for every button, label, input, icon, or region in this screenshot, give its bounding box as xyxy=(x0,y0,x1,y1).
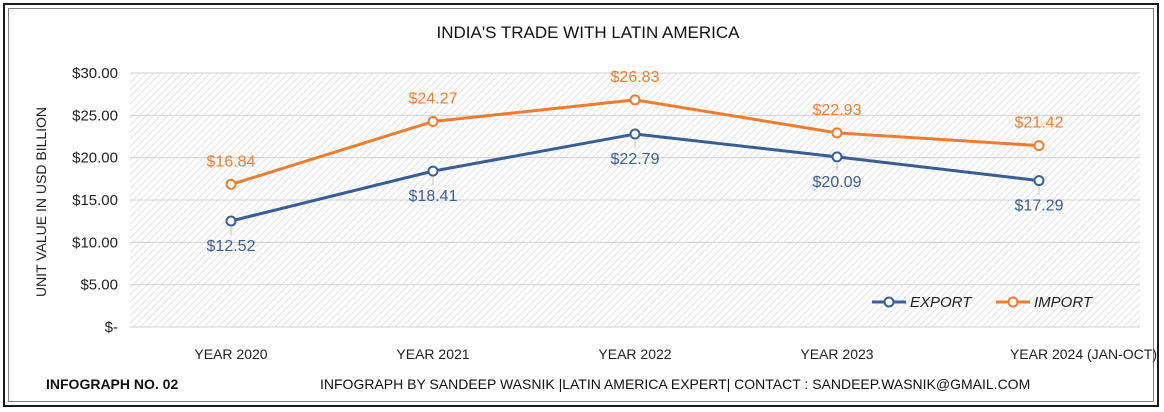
legend-marker-export xyxy=(883,296,895,308)
data-point-export xyxy=(225,215,237,227)
data-point-import xyxy=(225,178,237,190)
data-point-export xyxy=(831,151,843,163)
x-tick-label: YEAR 2020 xyxy=(194,346,267,362)
data-label-export: $12.52 xyxy=(207,238,256,255)
y-tick-label: $5.00 xyxy=(80,277,118,294)
y-tick-label: $25.00 xyxy=(72,107,118,124)
x-tick-label: YEAR 2022 xyxy=(598,346,671,362)
data-label-export: $18.41 xyxy=(409,188,458,205)
data-point-import xyxy=(831,127,843,139)
data-point-import xyxy=(629,94,641,106)
data-point-export xyxy=(629,128,641,140)
chart-border xyxy=(8,8,1154,402)
x-tick-label: YEAR 2023 xyxy=(800,346,873,362)
data-point-import xyxy=(427,116,439,128)
legend-label-import: IMPORT xyxy=(1034,294,1094,311)
data-label-import: $21.42 xyxy=(1015,115,1064,132)
data-point-import xyxy=(1033,140,1045,152)
y-tick-label: $20.00 xyxy=(72,150,118,167)
legend-label-export: EXPORT xyxy=(910,294,973,311)
y-tick-label: $10.00 xyxy=(72,234,118,251)
y-tick-label: $15.00 xyxy=(72,192,118,209)
credit-line: INFOGRAPH BY SANDEEP WASNIK |LATIN AMERI… xyxy=(320,376,1031,392)
data-label-export: $22.79 xyxy=(611,151,660,168)
y-tick-label: $- xyxy=(105,319,118,336)
legend-marker-import xyxy=(1007,296,1019,308)
chart-title: INDIA'S TRADE WITH LATIN AMERICA xyxy=(437,23,741,42)
x-tick-label: YEAR 2021 xyxy=(396,346,469,362)
x-tick-label: YEAR 2024 (JAN-OCT) xyxy=(1010,346,1157,362)
data-label-export: $20.09 xyxy=(813,174,862,191)
infograph-number: INFOGRAPH NO. 02 xyxy=(46,376,179,392)
data-point-export xyxy=(427,165,439,177)
y-tick-label: $30.00 xyxy=(72,65,118,82)
data-label-import: $26.83 xyxy=(611,69,660,86)
data-label-import: $24.27 xyxy=(409,91,458,108)
data-label-import: $16.84 xyxy=(207,153,256,170)
data-point-export xyxy=(1033,175,1045,187)
data-label-import: $22.93 xyxy=(813,102,862,119)
y-axis-label: UNIT VALUE IN USD BILLION xyxy=(33,107,49,297)
data-label-export: $17.29 xyxy=(1015,198,1064,215)
